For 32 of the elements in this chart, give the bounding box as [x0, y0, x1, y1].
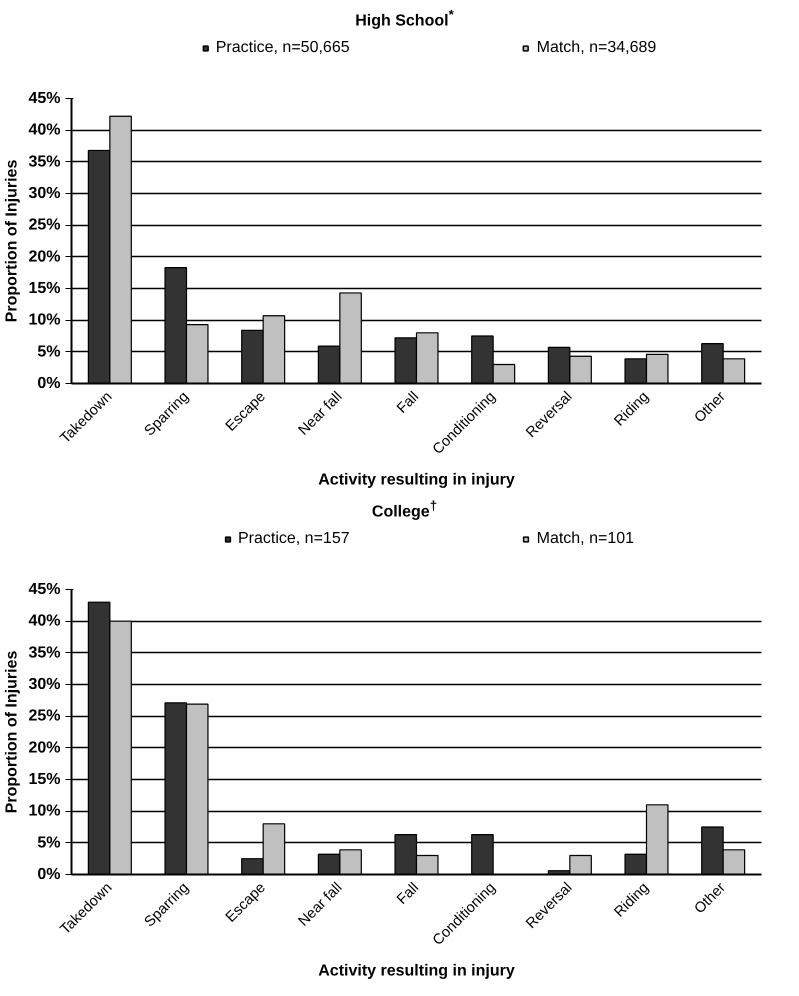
- y-tick-label: 20%: [28, 248, 61, 266]
- y-tick-label: 15%: [28, 280, 61, 297]
- x-tick-label: Fall: [394, 388, 422, 417]
- y-tick-label: 0%: [37, 866, 60, 883]
- y-tick-label: 45%: [28, 90, 61, 107]
- legend-label: Match, n=34,689: [536, 39, 656, 57]
- y-tick-label: 5%: [37, 834, 60, 852]
- y-tick-label: 20%: [28, 739, 61, 756]
- y-tick-label: 10%: [28, 802, 61, 820]
- y-tick-label: 10%: [28, 312, 61, 329]
- y-tick-label: 35%: [28, 153, 61, 170]
- y-tick-label: 25%: [28, 708, 61, 725]
- y-axis-title: Proportion of Injuries: [3, 650, 20, 814]
- y-tick-label: 40%: [28, 612, 61, 630]
- chart-title: High School$^{*}$: [354, 6, 455, 32]
- y-tick-label: 5%: [37, 343, 60, 360]
- y-tick-label: 15%: [28, 771, 61, 788]
- y-tick-label: 45%: [28, 581, 61, 598]
- legend-label: Practice, n=157: [238, 530, 350, 548]
- y-tick-label: 30%: [28, 676, 61, 693]
- legend-label: Match, n=101: [536, 530, 634, 548]
- x-tick-label: Fall: [394, 880, 422, 908]
- x-axis-title: Activity resulting in injury: [318, 471, 515, 488]
- x-axis-title: Activity resulting in injury: [318, 962, 515, 980]
- y-tick-label: 40%: [28, 122, 61, 139]
- legend-label: Practice, n=50,665: [216, 39, 350, 57]
- y-axis-title: Proportion of Injuries: [3, 160, 20, 322]
- y-tick-label: 25%: [28, 216, 61, 234]
- y-tick-label: 0%: [37, 375, 60, 392]
- y-tick-label: 35%: [28, 644, 61, 662]
- chart-title: College$^{†}$: [370, 497, 438, 522]
- y-tick-label: 30%: [28, 185, 61, 202]
